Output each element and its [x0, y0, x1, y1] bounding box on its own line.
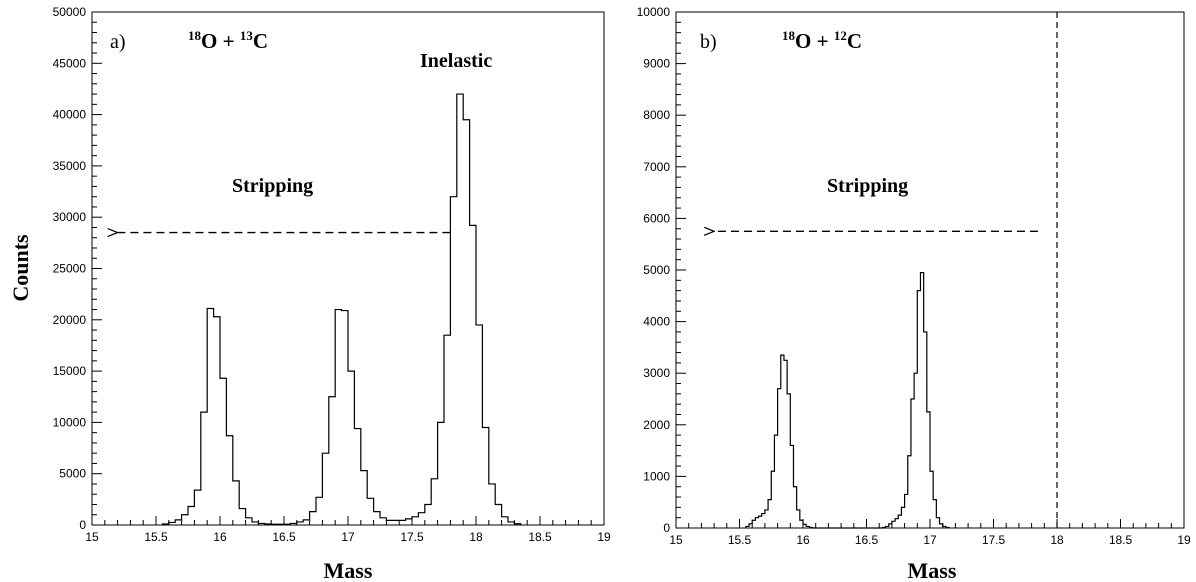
a-xtick-label: 17.5 — [400, 530, 424, 544]
panel-b-reaction: 18O + 12C — [782, 28, 862, 53]
panel-b-chart: 0 1000 2000 3000 4000 5000 6000 7000 8000 9000 100… — [637, 5, 1191, 582]
b-ytick-label: 6000 — [643, 211, 670, 225]
panel-a-y-axis-title: Counts — [8, 234, 33, 302]
b-xtick-label: 17 — [923, 533, 937, 547]
panel-a-x-axis-title: Mass — [324, 558, 373, 582]
a-xtick-label: 15.5 — [144, 530, 168, 544]
a-ytick-label: 25000 — [53, 262, 87, 276]
panel-a-frame — [91, 11, 605, 526]
panel-b-x-ticks: 15 15.5 16 16.5 17 17.5 18 18.5 19 — [669, 519, 1191, 547]
panel-a-chart: 0 5000 10000 15000 20000 25000 30000 35000 40000… — [8, 5, 611, 582]
b-xtick-label: 18 — [1050, 533, 1064, 547]
panel-b-reaction-a-mass: 18 — [782, 28, 796, 43]
b-ytick-label: 10000 — [637, 5, 671, 19]
a-ytick-label: 30000 — [53, 210, 87, 224]
b-ytick-label: 9000 — [643, 57, 670, 71]
b-ytick-label: 5000 — [643, 263, 670, 277]
panel-a-y-ticks: 0 5000 10000 15000 20000 25000 30000 35000 40000… — [53, 5, 102, 532]
panel-b-reaction-plus: + — [811, 29, 833, 53]
panel-b-label: b) — [700, 31, 717, 53]
a-ytick-label: 40000 — [53, 108, 87, 122]
panel-a-reaction-a-mass: 18 — [188, 28, 202, 43]
panel-b-reaction-b-symbol: C — [847, 29, 862, 53]
b-xtick-label: 16.5 — [855, 533, 879, 547]
panel-a-reaction-b-symbol: C — [253, 29, 268, 53]
a-xtick-label: 19 — [597, 530, 611, 544]
b-ytick-label: 2000 — [643, 418, 670, 432]
b-xtick-label: 16 — [796, 533, 810, 547]
a-ytick-label: 5000 — [59, 467, 86, 481]
panel-a-reaction-a-symbol: O — [201, 29, 217, 53]
a-xtick-label: 16 — [213, 530, 227, 544]
a-ytick-label: 10000 — [53, 415, 87, 429]
panel-a-reaction-b-mass: 13 — [240, 28, 254, 43]
b-xtick-label: 15 — [669, 533, 683, 547]
panel-b-reaction-a-symbol: O — [795, 29, 811, 53]
a-xtick-label: 18.5 — [528, 530, 552, 544]
b-xtick-label: 19 — [1177, 533, 1191, 547]
b-xtick-label: 17.5 — [982, 533, 1006, 547]
panel-b-stripping-annotation: Stripping — [827, 175, 908, 197]
b-ytick-label: 3000 — [643, 366, 670, 380]
a-ytick-label: 35000 — [53, 159, 87, 173]
a-ytick-label: 50000 — [53, 5, 87, 19]
a-xtick-label: 17 — [341, 530, 355, 544]
panel-a-label: a) — [110, 31, 126, 53]
panel-a-inelastic-annotation: Inelastic — [420, 50, 492, 72]
panel-b-histogram — [745, 271, 950, 529]
panel-a-reaction-plus: + — [217, 29, 239, 53]
b-ytick-label: 7000 — [643, 160, 670, 174]
b-xtick-label: 15.5 — [728, 533, 752, 547]
panel-b-x-axis-title: Mass — [908, 558, 957, 582]
a-ytick-label: 15000 — [53, 364, 87, 378]
panel-a-x-ticks: 15 15.5 16 16.5 17 17.5 18 18.5 19 — [85, 516, 611, 544]
a-xtick-label: 16.5 — [272, 530, 296, 544]
panel-b-y-ticks: 0 1000 2000 3000 4000 5000 6000 7000 8000 9000 100… — [637, 5, 686, 535]
panel-a-histogram — [161, 93, 522, 525]
panel-a-stripping-annotation: Stripping — [232, 175, 313, 197]
panel-a-reaction: 18O + 13C — [188, 28, 268, 53]
b-ytick-label: 1000 — [643, 469, 670, 483]
a-xtick-label: 15 — [85, 530, 99, 544]
a-ytick-label: 45000 — [53, 56, 87, 70]
b-xtick-label: 18.5 — [1109, 533, 1133, 547]
a-xtick-label: 18 — [469, 530, 483, 544]
panel-b-reaction-b-mass: 12 — [834, 28, 847, 43]
b-ytick-label: 4000 — [643, 315, 670, 329]
a-ytick-label: 20000 — [53, 313, 87, 327]
b-ytick-label: 0 — [663, 521, 670, 535]
b-ytick-label: 8000 — [643, 108, 670, 122]
a-ytick-label: 0 — [79, 518, 86, 532]
